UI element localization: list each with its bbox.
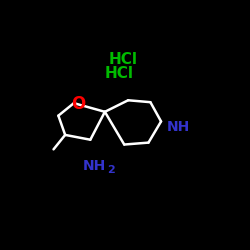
Text: NH: NH bbox=[167, 120, 190, 134]
Text: HCl: HCl bbox=[109, 52, 138, 67]
Text: NH: NH bbox=[82, 159, 106, 173]
Text: 2: 2 bbox=[107, 165, 114, 175]
Text: HCl: HCl bbox=[105, 66, 134, 81]
Text: O: O bbox=[72, 95, 86, 113]
